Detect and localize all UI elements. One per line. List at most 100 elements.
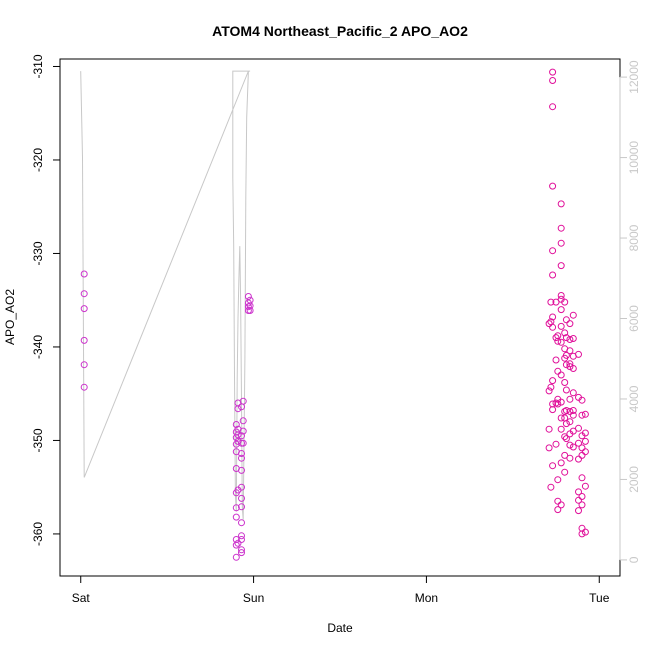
data-point — [578, 474, 586, 482]
data-point — [578, 411, 586, 419]
data-point — [557, 459, 565, 467]
data-point — [566, 418, 574, 426]
data-point — [562, 407, 570, 414]
data-point — [569, 411, 577, 419]
data-point — [234, 431, 242, 439]
y-tick-label: -360 — [31, 522, 45, 546]
data-point — [557, 292, 565, 299]
data-point — [561, 468, 569, 476]
data-point — [569, 389, 577, 397]
data-point — [566, 336, 574, 343]
data-point — [549, 406, 557, 414]
data-point — [547, 298, 555, 306]
data-point — [575, 488, 582, 496]
data-point — [239, 439, 247, 447]
data-point — [238, 432, 245, 440]
data-point — [557, 239, 565, 247]
data-point — [238, 549, 245, 557]
data-point — [561, 329, 569, 337]
data-point — [549, 462, 557, 470]
data-point — [80, 361, 88, 369]
data-point — [566, 441, 574, 449]
data-point — [575, 455, 582, 463]
right-axis-group: 0 2000 4000 6000 8000 10000 12000 — [619, 60, 641, 563]
data-point — [557, 371, 565, 379]
right-axis-series-line — [80, 70, 251, 520]
data-point — [80, 290, 88, 298]
y-axis-group: -310 -320 -330 -340 -350 -360 — [31, 54, 61, 546]
data-point — [557, 262, 565, 270]
data-point — [578, 530, 586, 538]
data-point — [557, 501, 565, 509]
data-point — [552, 298, 560, 306]
data-point — [80, 305, 88, 313]
data-point — [549, 323, 557, 331]
data-point — [566, 347, 574, 355]
data-point — [232, 513, 240, 521]
chart-title: ATOM4 Northeast_Pacific_2 APO_AO2 — [212, 23, 468, 39]
data-point — [549, 313, 557, 321]
data-point — [569, 427, 577, 435]
data-point — [239, 397, 247, 405]
data-point — [238, 532, 245, 540]
y-tick-label: -330 — [31, 241, 45, 265]
data-point — [581, 437, 589, 445]
data-point — [557, 414, 565, 422]
data-point — [554, 400, 562, 408]
data-point — [547, 483, 555, 491]
data-point — [575, 496, 582, 504]
data-point — [569, 311, 577, 319]
x-tick-label: Sun — [243, 591, 264, 605]
data-point — [557, 306, 565, 314]
data-point — [545, 320, 553, 328]
data-point — [578, 396, 586, 404]
data-point — [578, 501, 586, 509]
data-point — [80, 336, 88, 344]
data-point — [578, 493, 586, 500]
data-point — [566, 360, 574, 368]
x-axis-group: Sat Sun Mon Tue — [72, 575, 610, 605]
data-point — [562, 435, 570, 443]
right-tick-label: 8000 — [627, 224, 641, 251]
data-point — [562, 361, 570, 369]
data-point — [232, 541, 240, 549]
data-point — [554, 506, 562, 514]
data-point — [232, 504, 240, 512]
data-point — [569, 443, 577, 451]
data-point — [575, 424, 582, 432]
data-point — [547, 383, 555, 391]
right-tick-label: 2000 — [627, 466, 641, 493]
data-point — [545, 387, 553, 395]
data-point — [238, 454, 245, 462]
right-tick-label: 10000 — [627, 141, 641, 175]
data-point — [566, 320, 574, 328]
data-point — [238, 519, 245, 527]
data-point — [561, 433, 569, 441]
data-point — [566, 454, 574, 462]
data-point — [238, 503, 245, 511]
data-point — [569, 407, 577, 414]
data-point — [238, 546, 245, 554]
data-point — [80, 383, 88, 391]
data-point — [552, 440, 560, 448]
data-point — [581, 429, 589, 437]
data-point — [239, 417, 247, 425]
data-point — [549, 182, 557, 190]
data-point — [557, 398, 565, 406]
data-point — [246, 307, 254, 314]
data-point — [238, 536, 245, 543]
data-point — [557, 200, 565, 208]
data-point — [549, 68, 557, 76]
data-point — [232, 421, 240, 428]
data-point — [234, 405, 242, 413]
x-tick-label: Sat — [72, 591, 91, 605]
y-tick-label: -350 — [31, 428, 45, 452]
data-point — [238, 483, 245, 491]
data-point — [566, 363, 574, 371]
data-point — [562, 386, 570, 394]
data-point — [232, 553, 240, 561]
data-point — [575, 439, 582, 447]
